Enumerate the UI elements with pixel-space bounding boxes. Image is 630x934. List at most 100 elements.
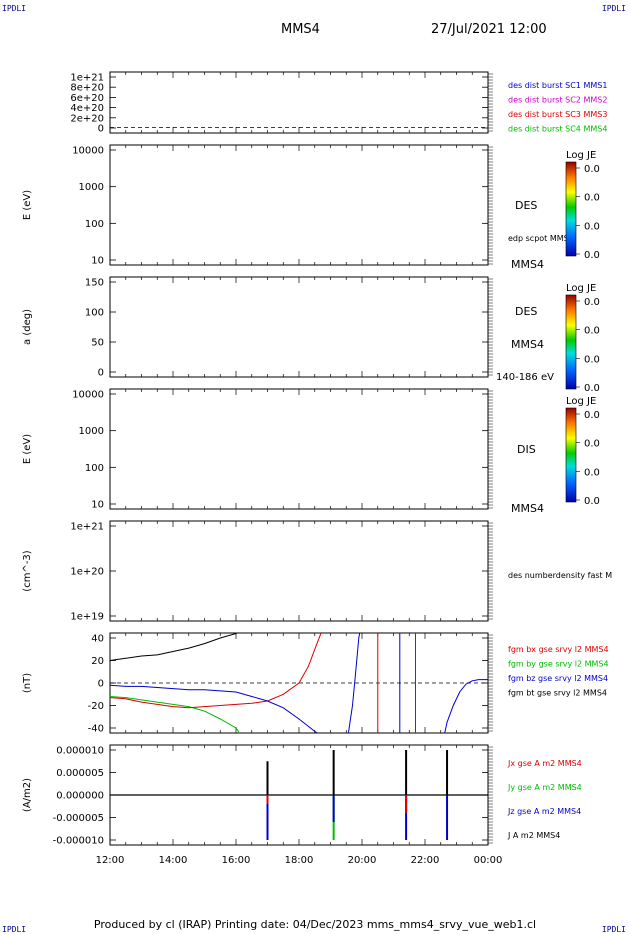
x-tick-label: 14:00	[159, 855, 188, 866]
y-tick-label-panel-1: 6e+20	[70, 93, 104, 104]
colorbar-title: Log JE	[566, 283, 596, 294]
panel-frame-1	[109, 71, 489, 134]
y-tick-label-panel-3: 50	[91, 338, 104, 349]
legend-entry-panel-6: fgm bz gse srvy l2 MMS4	[508, 674, 608, 683]
side-label-des: DES	[515, 305, 537, 318]
y-tick-label-panel-5: 1e+20	[70, 567, 104, 578]
fgm-series-line-2	[110, 696, 241, 733]
legend-entry-panel-1: des dist burst SC4 MMS4	[508, 125, 607, 134]
colorbar-2	[565, 294, 577, 390]
y-tick-label-panel-2: 1000	[79, 182, 104, 193]
legend-entry-panel-1: des dist burst SC1 MMS1	[508, 81, 607, 90]
panel-frame-5	[109, 520, 489, 622]
y-tick-label-panel-6: 20	[91, 656, 104, 667]
legend-entry-panel-7: J A m2 MMS4	[507, 831, 560, 840]
colorbar-label: 0.0	[584, 326, 600, 337]
spacecraft-title: MMS4	[281, 22, 320, 37]
y-axis-label-panel-7: (A/m2)	[22, 778, 33, 812]
x-tick-label: 18:00	[285, 855, 314, 866]
colorbar-label: 0.0	[584, 383, 600, 394]
y-tick-label-panel-7: 0.000005	[56, 768, 104, 779]
y-axis-label-panel-3: a (deg)	[22, 309, 33, 345]
y-axis-label-panel-6: (nT)	[22, 673, 33, 693]
panel-frame-3	[109, 276, 489, 378]
y-tick-label-panel-1: 1e+21	[70, 73, 104, 84]
y-tick-label-panel-1: 2e+20	[70, 113, 104, 124]
y-tick-label-panel-4: 10	[91, 500, 104, 511]
y-tick-label-panel-5: 1e+21	[70, 522, 104, 533]
y-tick-label-panel-3: 150	[85, 278, 104, 289]
colorbar-title: Log JE	[566, 396, 596, 407]
side-label-des: DES	[515, 199, 537, 212]
y-tick-label-panel-4: 1000	[79, 426, 104, 437]
fgm-series-line-4	[110, 684, 318, 733]
y-tick-label-panel-4: 100	[85, 463, 104, 474]
y-tick-label-panel-7: 0.000010	[56, 746, 104, 757]
fgm-series-line-9	[444, 679, 488, 733]
legend-entry-panel-7: Jx gse A m2 MMS4	[507, 759, 582, 768]
y-tick-label-panel-1: 0	[98, 124, 104, 135]
colorbar-label: 0.0	[584, 354, 600, 365]
side-label-scpot: edp scpot MMS4	[508, 234, 574, 243]
corner-label-bottom-right: IPDLI	[601, 925, 626, 934]
side-label-energy-range: 140-186 eV	[496, 372, 554, 383]
x-tick-label: 22:00	[411, 855, 440, 866]
colorbar-title: Log JE	[566, 150, 596, 161]
y-tick-label-panel-6: 0	[98, 679, 104, 690]
corner-label-bottom-left: IPDLI	[2, 925, 27, 934]
y-tick-label-panel-7: -0.000010	[53, 836, 104, 847]
legend-entry-panel-1: des dist burst SC3 MMS3	[508, 110, 607, 119]
y-tick-label-panel-3: 0	[98, 368, 104, 379]
x-tick-label: 00:00	[474, 855, 503, 866]
y-axis-label-panel-5: (cm^-3)	[22, 550, 33, 591]
y-tick-label-panel-6: -20	[88, 701, 104, 712]
panel-frame-4	[109, 388, 489, 510]
colorbar-label: 0.0	[584, 221, 600, 232]
date-time: 27/Jul/2021 12:00	[431, 22, 547, 37]
side-label-mms4: MMS4	[511, 338, 544, 351]
colorbar-label: 0.0	[584, 410, 600, 421]
y-tick-label-panel-7: -0.000005	[53, 813, 104, 824]
side-label-dis: DIS	[517, 443, 536, 456]
y-tick-label-panel-7: 0.000000	[56, 791, 104, 802]
colorbar-label: 0.0	[584, 250, 600, 261]
x-tick-label: 12:00	[96, 855, 125, 866]
legend-entry-panel-7: Jz gse A m2 MMS4	[507, 807, 581, 816]
colorbar-1	[565, 161, 577, 257]
y-tick-label-panel-2: 10000	[72, 146, 104, 157]
y-tick-label-panel-5: 1e+19	[70, 612, 104, 623]
y-tick-label-panel-4: 10000	[72, 390, 104, 401]
colorbar-3	[565, 407, 577, 503]
side-label-mms4: MMS4	[511, 502, 544, 515]
colorbar-label: 0.0	[584, 193, 600, 204]
fgm-series-line-3	[110, 633, 322, 709]
fgm-series-line-1	[110, 633, 238, 661]
fgm-series-line-5	[347, 633, 361, 733]
side-label-mms4: MMS4	[511, 258, 544, 271]
y-axis-label-panel-2: E (eV)	[22, 190, 33, 220]
colorbar-label: 0.0	[584, 496, 600, 507]
y-tick-label-panel-6: -40	[88, 724, 104, 735]
corner-label-top-left: IPDLI	[2, 4, 27, 13]
panel-frame-2	[109, 144, 489, 266]
x-tick-label: 16:00	[222, 855, 251, 866]
y-tick-label-panel-2: 10	[91, 256, 104, 267]
colorbar-label: 0.0	[584, 164, 600, 175]
y-tick-label-panel-2: 100	[85, 219, 104, 230]
legend-entry-panel-6: fgm by gse srvy l2 MMS4	[508, 660, 609, 669]
legend-entry-panel-7: Jy gse A m2 MMS4	[507, 783, 582, 792]
legend-entry-panel-1: des dist burst SC2 MMS2	[508, 96, 607, 105]
colorbar-label: 0.0	[584, 439, 600, 450]
colorbar-label: 0.0	[584, 297, 600, 308]
corner-label-top-right: IPDLI	[601, 4, 626, 13]
colorbar-label: 0.0	[584, 467, 600, 478]
legend-entry-panel-6: fgm bx gse srvy l2 MMS4	[508, 645, 609, 654]
y-tick-label-panel-1: 8e+20	[70, 83, 104, 94]
footer-text: Produced by cl (IRAP) Printing date: 04/…	[93, 918, 537, 931]
y-tick-label-panel-3: 100	[85, 308, 104, 319]
legend-entry-panel-6: fgm bt gse srvy l2 MMS4	[508, 689, 607, 698]
y-tick-label-panel-1: 4e+20	[70, 103, 104, 114]
y-axis-label-panel-4: E (eV)	[22, 434, 33, 464]
legend-entry-panel-5: des numberdensity fast M	[508, 571, 612, 580]
